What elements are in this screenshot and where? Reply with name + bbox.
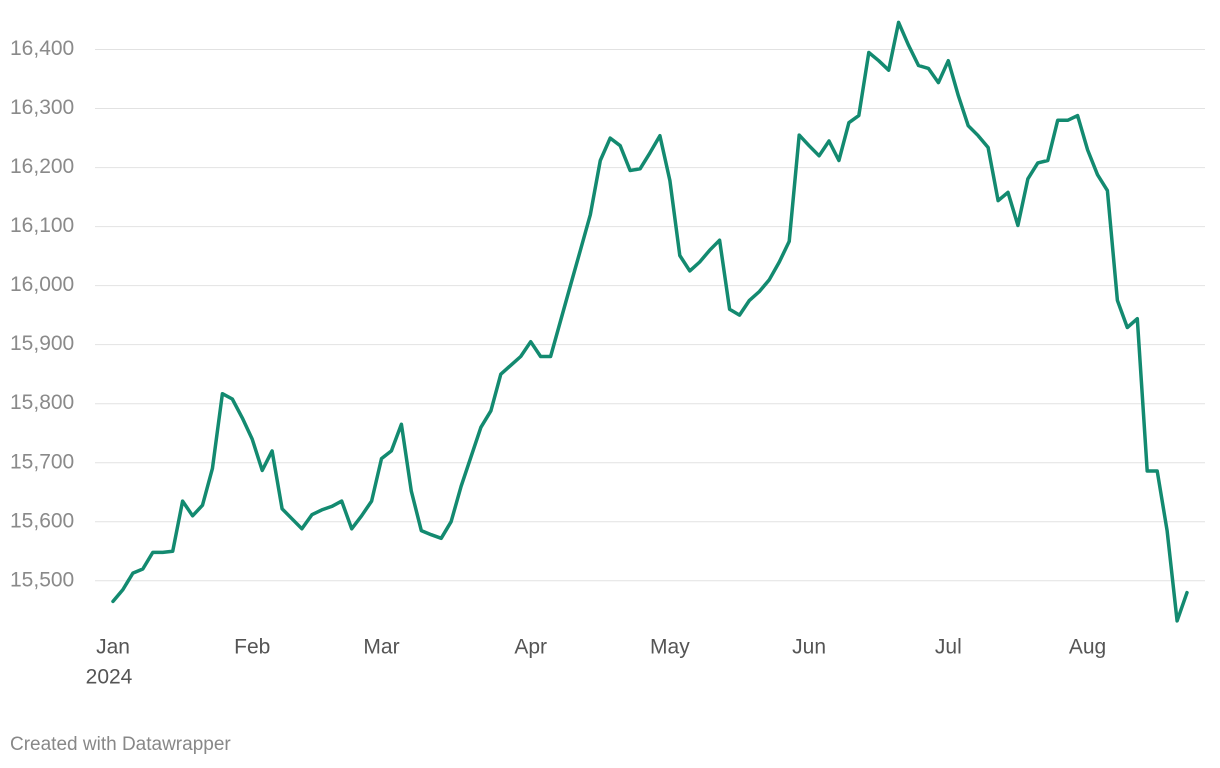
x-tick-label: Feb	[234, 636, 270, 659]
y-tick-label: 16,300	[10, 96, 74, 119]
y-tick-label: 15,600	[10, 509, 74, 532]
y-tick-label: 15,900	[10, 332, 74, 355]
x-tick-label: Mar	[363, 636, 399, 659]
source-note: Created with Datawrapper	[10, 734, 231, 755]
y-tick-label: 15,800	[10, 391, 74, 414]
x-tick-label: Apr	[514, 636, 547, 659]
y-tick-label: 16,100	[10, 214, 74, 237]
x-tick-label: Jun	[792, 636, 826, 659]
y-tick-label: 15,500	[10, 568, 74, 591]
y-tick-label: 16,000	[10, 273, 74, 296]
y-tick-label: 16,400	[10, 37, 74, 60]
x-tick-label: Jul	[935, 636, 962, 659]
x-tick-label: May	[650, 636, 690, 659]
data-line	[111, 20, 1189, 623]
x-tick-label: Jan	[96, 636, 130, 659]
x-year-label: 2024	[86, 666, 133, 689]
x-tick-label: Aug	[1069, 636, 1106, 659]
y-tick-label: 16,200	[10, 155, 74, 178]
y-tick-label: 15,700	[10, 450, 74, 473]
